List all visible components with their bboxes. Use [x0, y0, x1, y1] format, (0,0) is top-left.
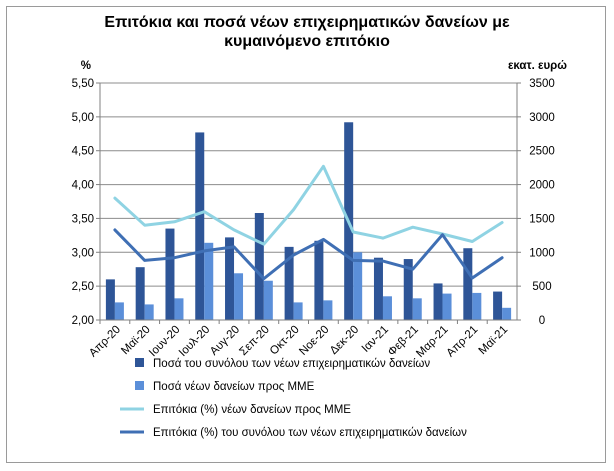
x-axis-tick-label: Μαϊ-21 [477, 324, 511, 358]
chart: Επιτόκια και ποσά νέων επιχειρηματικών δ… [72, 14, 568, 439]
legend: Ποσά του συνόλου των νέων επιχειρηματικώ… [120, 358, 467, 439]
right-axis-tick-label: 500 [532, 281, 551, 293]
left-axis-unit: % [81, 60, 91, 72]
x-axis-tick-label: Αυγ-20 [208, 324, 242, 358]
legend-label: Ποσά του συνόλου των νέων επιχειρηματικώ… [153, 358, 430, 370]
bar-total-loans [463, 248, 473, 320]
bar-total-loans [254, 213, 264, 320]
x-axis-tick-label: Νοε-20 [297, 324, 331, 358]
x-axis-tick-label: Σεπ-20 [237, 324, 272, 359]
chart-title-line-2: κυμαινόμενο επιτόκιο [224, 33, 390, 50]
bar-total-loans [165, 228, 175, 320]
bar-total-loans [105, 279, 115, 320]
lines [113, 164, 504, 281]
chart-title-line-1: Επιτόκια και ποσά νέων επιχειρηματικών δ… [104, 14, 510, 31]
gridlines [100, 82, 517, 321]
x-axis-tick-label: Οκτ-20 [268, 324, 302, 358]
bar-sme-loans [174, 298, 184, 320]
bar-total-loans [195, 132, 205, 320]
legend-label: Επιτόκια (%) του συνόλου των νέων επιχει… [153, 427, 467, 439]
x-axis-tick-label: Απρ-20 [87, 324, 123, 360]
bar-sme-loans [353, 252, 363, 320]
left-axis-tick-label: 5,00 [72, 112, 94, 124]
bar-total-loans [433, 283, 443, 320]
left-axis-tick-label: 3,50 [72, 213, 94, 225]
bar-sme-loans [114, 302, 124, 320]
right-axis-tick-label: 3000 [529, 112, 555, 124]
left-axis-tick-label: 5,50 [72, 78, 94, 90]
x-axis-tick-label: Μαρ-21 [414, 324, 450, 360]
bar-sme-loans [144, 304, 154, 320]
bar-total-loans [225, 237, 235, 320]
bar-total-loans [284, 246, 294, 320]
x-axis-tick-label: Απρ-21 [445, 324, 481, 360]
right-axis-tick-label: 1000 [529, 247, 555, 259]
bar-total-loans [373, 257, 383, 320]
x-axis-tick-label: Ιουλ-20 [177, 324, 213, 360]
left-axis-tick-label: 2,50 [72, 281, 94, 293]
bar-sme-loans [204, 242, 214, 320]
x-axis-tick-label: Δεκ-20 [328, 324, 361, 357]
left-axis-tick-label: 4,00 [72, 180, 94, 192]
chart-frame: Επιτόκια και ποσά νέων επιχειρηματικών δ… [6, 6, 606, 463]
bar-sme-loans [263, 280, 273, 320]
right-axis-tick-label: 2500 [529, 146, 555, 158]
line-total-rate [113, 228, 504, 281]
bar-total-loans [493, 291, 503, 320]
bar-total-loans [314, 240, 324, 320]
right-axis-tick-label: 3500 [529, 78, 555, 90]
bar-sme-loans [382, 296, 392, 320]
legend-swatch-bar [135, 358, 144, 367]
bar-total-loans [403, 259, 413, 320]
bars [105, 122, 512, 320]
line-sme-rate [113, 164, 504, 246]
right-axis-tick-label: 1500 [529, 213, 555, 225]
x-axis-tick-label: Ιουν-20 [147, 324, 183, 360]
bar-sme-loans [293, 302, 303, 320]
bar-sme-loans [442, 293, 452, 320]
bar-total-loans [135, 267, 145, 320]
left-axis-tick-label: 3,00 [72, 247, 94, 259]
bar-sme-loans [502, 307, 512, 320]
legend-label: Ποσά νέων δανείων προς ΜΜΕ [153, 381, 315, 393]
bar-sme-loans [472, 292, 482, 320]
right-axis-tick-label: 2000 [529, 180, 555, 192]
legend-label: Επιτόκια (%) νέων δανείων προς ΜΜΕ [153, 404, 351, 416]
bar-sme-loans [323, 300, 333, 320]
bar-sme-loans [234, 273, 244, 320]
left-axis-tick-label: 4,50 [72, 146, 94, 158]
bar-sme-loans [412, 298, 422, 320]
left-axis-tick-label: 2,00 [72, 315, 94, 327]
right-axis-unit: εκατ. ευρώ [508, 60, 567, 72]
legend-swatch-bar [135, 381, 144, 390]
right-axis-tick-label: 0 [539, 315, 545, 327]
